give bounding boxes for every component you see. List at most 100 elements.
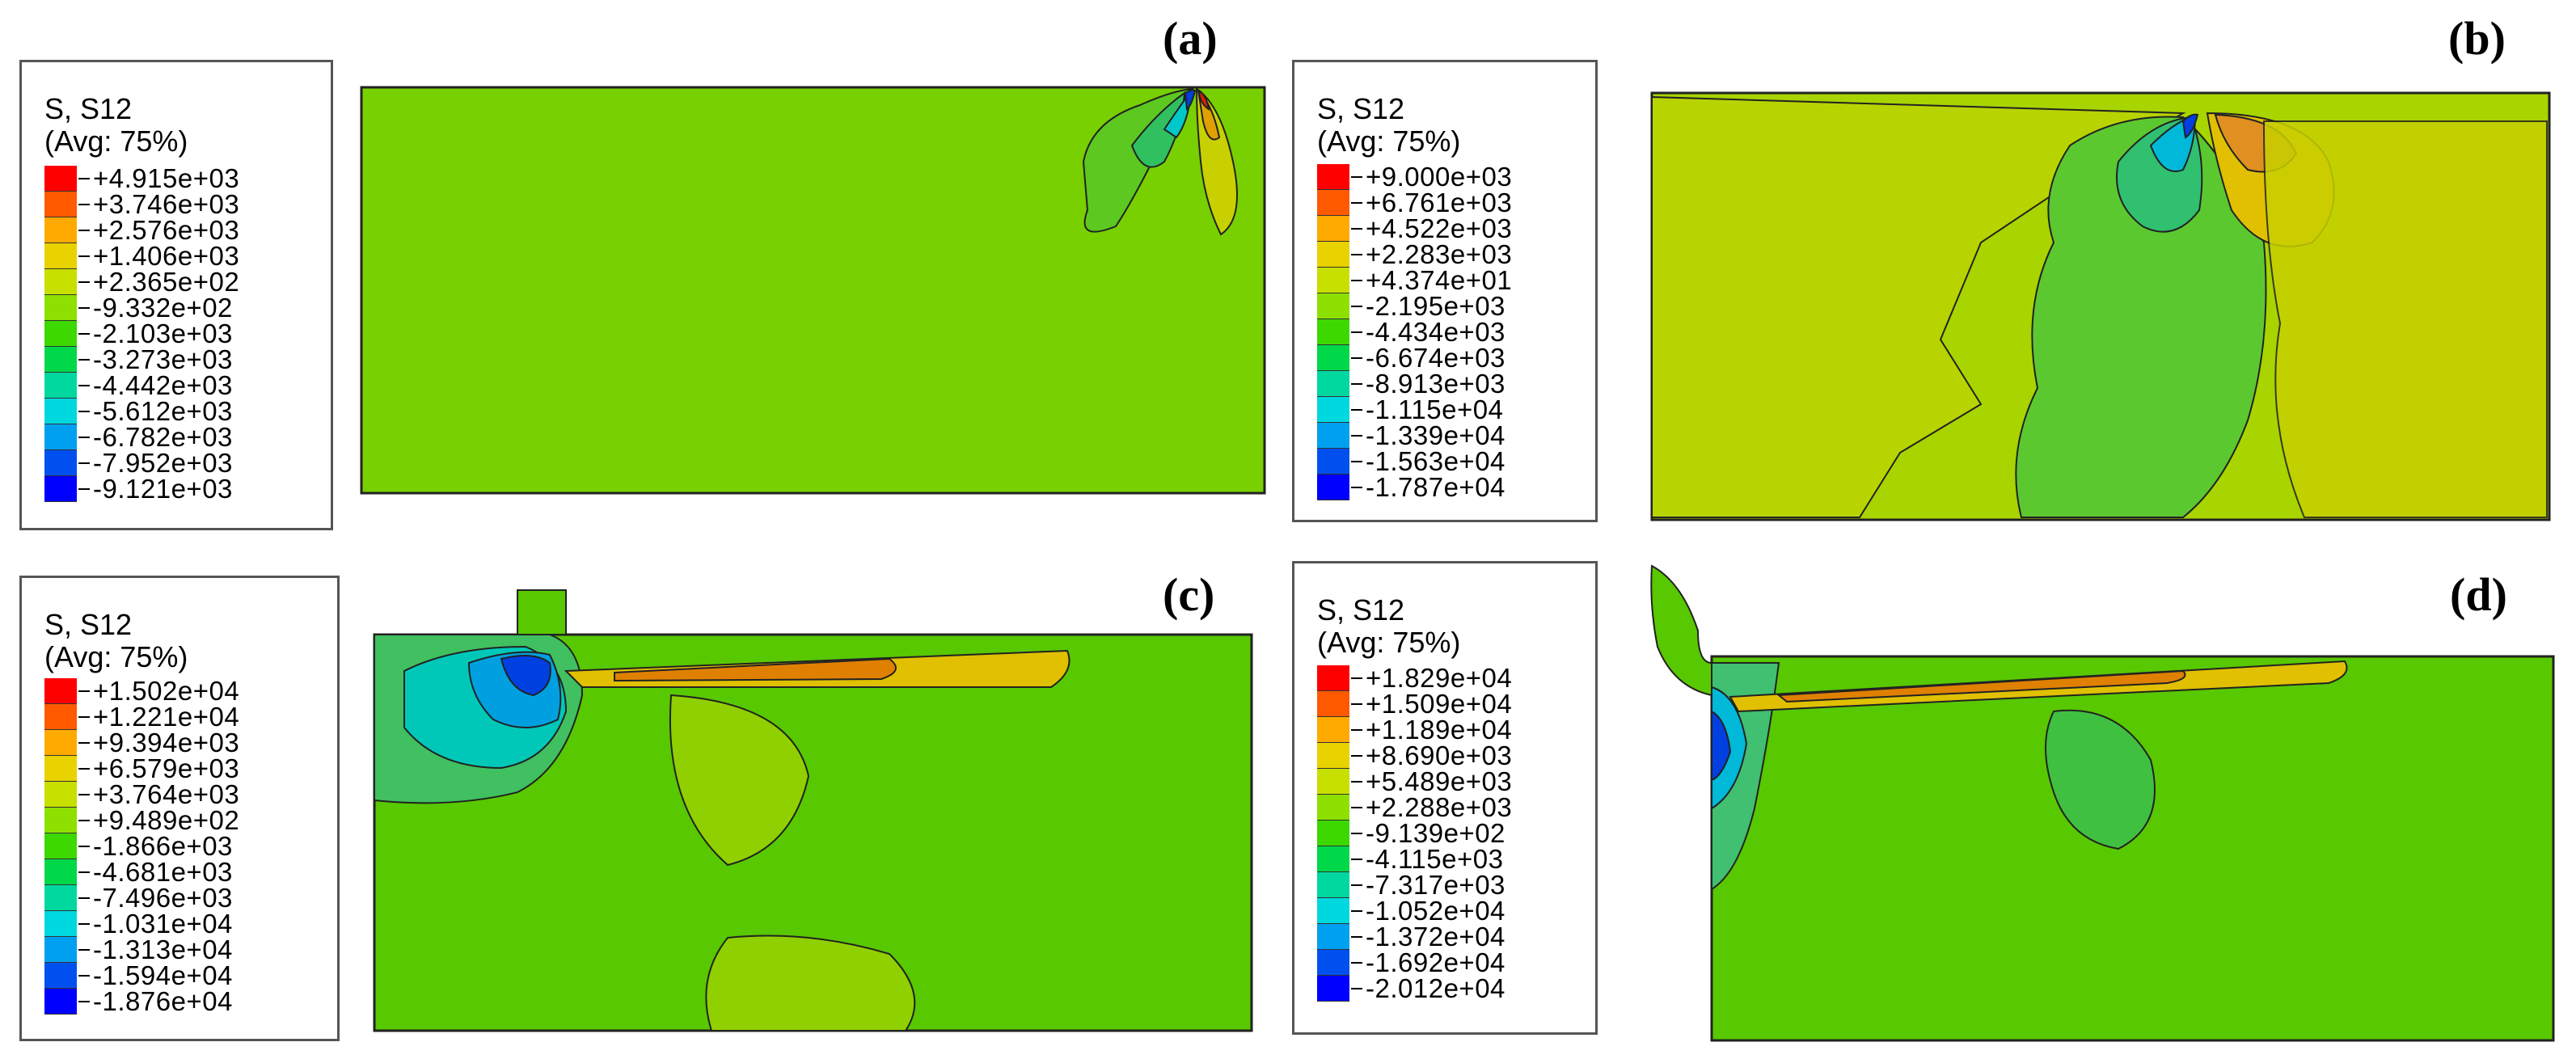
legend-a: S, S12 (Avg: 75%) +4.915e+03 +3.746e+03 +2… <box>19 60 333 530</box>
legend-tick <box>1351 487 1362 488</box>
legend-tick <box>78 488 90 490</box>
legend-c: S, S12 (Avg: 75%) +1.502e+04 +1.221e+04 +9… <box>19 576 340 1041</box>
legend-tick <box>1351 755 1362 757</box>
legend-value: -5.612e+03 <box>93 396 233 426</box>
legend-entry: +1.509e+04 <box>1317 689 1513 719</box>
color-swatch <box>1317 397 1349 423</box>
legend-entry: -7.952e+03 <box>44 448 233 478</box>
legend-value: +1.406e+03 <box>93 241 240 271</box>
legend-b: S, S12 (Avg: 75%) +9.000e+03 +6.761e+03 +4… <box>1292 60 1598 522</box>
color-swatch <box>1317 423 1349 449</box>
legend-entry: +2.365e+02 <box>44 267 239 297</box>
color-swatch <box>1317 345 1349 371</box>
legend-tick <box>78 204 90 205</box>
legend-title-variable: S, S12 <box>1317 593 1405 627</box>
legend-entry: -4.681e+03 <box>44 857 233 887</box>
color-swatch <box>44 243 77 269</box>
legend-value: +1.509e+04 <box>1366 689 1513 719</box>
legend-tick <box>1351 202 1362 204</box>
legend-value: -6.674e+03 <box>1366 343 1505 373</box>
legend-value: -1.866e+03 <box>93 831 233 861</box>
legend-value: +9.000e+03 <box>1366 162 1513 192</box>
color-swatch <box>1317 268 1349 293</box>
legend-value: +1.829e+04 <box>1366 663 1513 693</box>
color-swatch <box>1317 950 1349 976</box>
legend-entry: +1.406e+03 <box>44 241 240 271</box>
legend-tick <box>78 178 90 179</box>
legend-tick <box>78 385 90 386</box>
legend-value: -8.913e+03 <box>1366 369 1505 399</box>
legend-entry: -6.782e+03 <box>44 422 233 452</box>
legend-value: -2.103e+03 <box>93 319 233 348</box>
legend-value: +4.915e+03 <box>93 163 240 193</box>
legend-tick <box>78 1001 90 1002</box>
color-swatch <box>1317 164 1349 190</box>
color-swatch <box>44 989 77 1015</box>
color-swatch <box>1317 293 1349 319</box>
legend-value: -2.012e+04 <box>1366 973 1505 1003</box>
legend-value: -4.434e+03 <box>1366 317 1505 347</box>
legend-entry: +1.221e+04 <box>44 702 240 732</box>
legend-tick <box>78 462 90 464</box>
legend-entry: -1.339e+04 <box>1317 420 1505 450</box>
legend-title-averaging: (Avg: 75%) <box>1317 626 1461 659</box>
contour-plot-d <box>1650 564 2555 1042</box>
legend-value: +6.761e+03 <box>1366 188 1513 217</box>
legend-value: -1.339e+04 <box>1366 420 1505 450</box>
color-swatch <box>44 678 77 704</box>
legend-entry: -8.913e+03 <box>1317 369 1505 399</box>
color-swatch <box>1317 242 1349 268</box>
color-swatch <box>1317 821 1349 846</box>
legend-entry: +8.690e+03 <box>1317 740 1512 770</box>
contour-plot-c <box>373 589 1253 1032</box>
legend-tick <box>1351 884 1362 886</box>
legend-entry: -1.372e+04 <box>1317 922 1505 951</box>
legend-value: -1.031e+04 <box>93 909 233 939</box>
legend-tick <box>78 716 90 718</box>
legend-tick <box>78 411 90 412</box>
legend-entry: +4.374e+01 <box>1317 265 1513 295</box>
legend-tick <box>78 923 90 925</box>
color-swatch <box>44 321 77 347</box>
color-swatch <box>1317 769 1349 795</box>
legend-tick <box>1351 176 1362 178</box>
legend-tick <box>78 846 90 847</box>
legend-tick <box>78 333 90 335</box>
color-swatch <box>1317 216 1349 242</box>
legend-value: +1.502e+04 <box>93 676 240 706</box>
color-swatch <box>1317 846 1349 872</box>
contour-plot-b <box>1650 91 2551 521</box>
color-swatch <box>1317 475 1349 500</box>
legend-value: -1.115e+04 <box>1366 394 1504 424</box>
legend-tick <box>1351 280 1362 281</box>
legend-value: +9.489e+02 <box>93 805 240 835</box>
color-swatch <box>44 704 77 730</box>
color-swatch <box>44 217 77 243</box>
legend-entry: -1.052e+04 <box>1317 896 1505 926</box>
legend-entry: -1.692e+04 <box>1317 947 1505 977</box>
legend-entry: -2.012e+04 <box>1317 973 1505 1003</box>
legend-tick <box>78 437 90 438</box>
legend-value: -4.115e+03 <box>1366 844 1504 874</box>
legend-value: -1.594e+04 <box>93 960 233 990</box>
legend-entry: +5.489e+03 <box>1317 766 1512 796</box>
legend-entry: -1.594e+04 <box>44 960 233 990</box>
legend-value: +4.374e+01 <box>1366 265 1513 295</box>
color-swatch <box>44 963 77 989</box>
legend-entry: -1.031e+04 <box>44 909 233 939</box>
color-swatch <box>44 166 77 192</box>
legend-value: -1.052e+04 <box>1366 896 1505 926</box>
legend-value: +1.221e+04 <box>93 702 240 732</box>
color-swatch <box>44 373 77 399</box>
legend-tick <box>1351 331 1362 333</box>
legend-value: +3.746e+03 <box>93 189 240 219</box>
legend-entry: +2.288e+03 <box>1317 792 1512 822</box>
legend-entry: -1.313e+04 <box>44 935 233 964</box>
color-swatch <box>44 730 77 756</box>
legend-entry: +6.761e+03 <box>1317 188 1513 217</box>
color-swatch <box>44 833 77 859</box>
legend-value: -6.782e+03 <box>93 422 233 452</box>
color-swatch <box>44 911 77 937</box>
legend-value: -9.139e+02 <box>1366 818 1505 848</box>
color-swatch <box>44 295 77 321</box>
